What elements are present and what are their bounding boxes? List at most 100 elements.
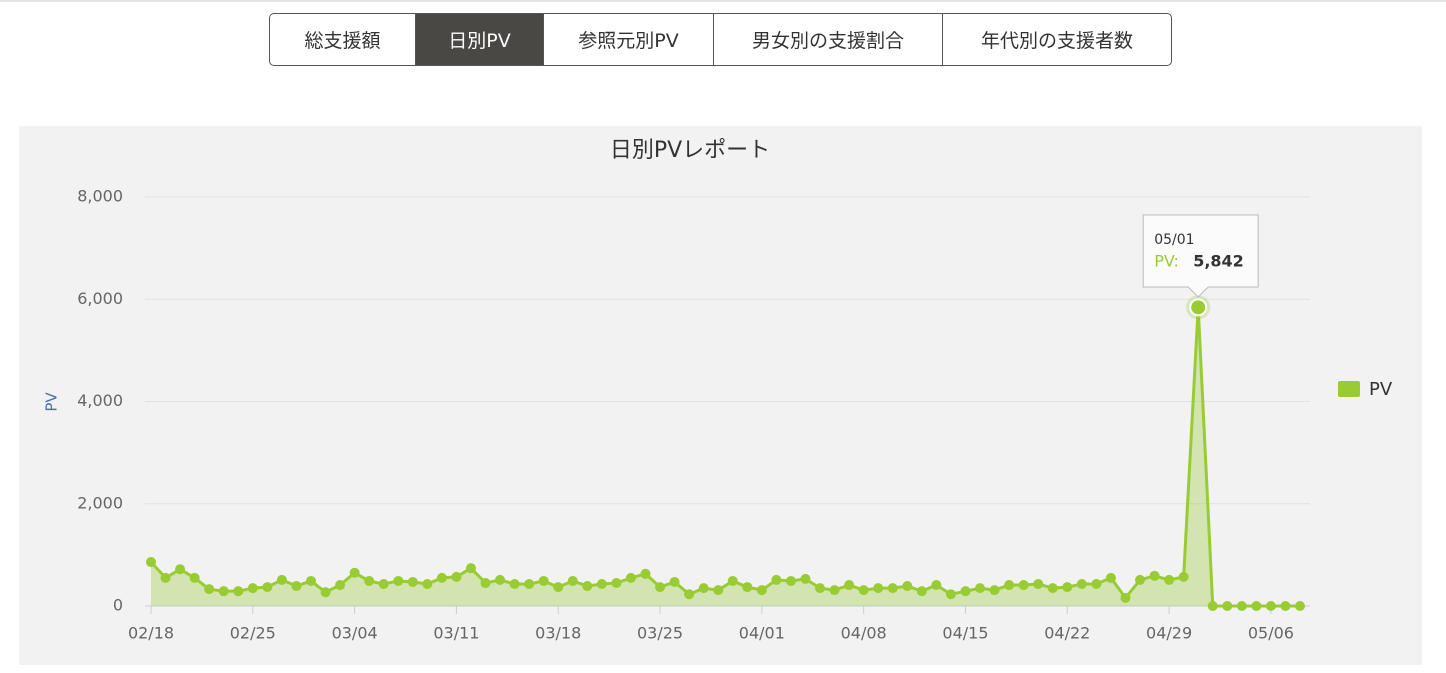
data-point: [1076, 579, 1087, 590]
tab[interactable]: 総支援額: [304, 30, 381, 52]
tooltip-value: 5,842: [1193, 252, 1244, 271]
data-point: [175, 564, 186, 575]
tab[interactable]: 日別PV: [415, 14, 543, 65]
x-tick-label: 05/06: [1248, 624, 1294, 643]
y-tick-label: 0: [113, 596, 123, 615]
tooltip-box: [1142, 214, 1259, 298]
data-point: [465, 563, 476, 574]
data-point: [844, 580, 855, 591]
data-point: [1295, 601, 1305, 611]
data-point: [596, 579, 607, 590]
data-point: [349, 567, 360, 578]
data-point: [771, 574, 782, 585]
data-point: [640, 568, 651, 579]
data-point: [567, 575, 578, 586]
data-point: [509, 579, 520, 590]
x-tick-label: 03/04: [332, 624, 378, 643]
data-point: [189, 572, 200, 583]
data-point: [553, 582, 564, 593]
data-point: [945, 589, 956, 600]
x-tick-label: 04/22: [1044, 624, 1090, 643]
data-point: [625, 572, 636, 583]
top-border: [0, 0, 1446, 2]
data-point: [276, 574, 287, 585]
data-point: [742, 582, 753, 593]
data-point: [669, 576, 680, 587]
data-point: [204, 584, 215, 595]
data-point: [727, 575, 738, 586]
data-point: [1135, 574, 1146, 585]
data-point: [1033, 579, 1044, 590]
tab[interactable]: 年代別の支援者数: [942, 14, 1171, 65]
data-point: [422, 579, 433, 590]
data-point: [800, 573, 811, 584]
legend-swatch[interactable]: [1338, 381, 1360, 397]
hover-point: [1189, 298, 1208, 317]
data-point: [480, 577, 491, 588]
data-point: [611, 577, 622, 588]
data-point: [538, 575, 549, 586]
data-point: [320, 587, 331, 598]
chart: 日別PVレポート PV 0 2,000 4,000 6,000 8,000 02/18 02…: [19, 126, 1422, 665]
data-point: [1251, 601, 1262, 611]
data-point: [524, 579, 535, 590]
data-point: [1062, 582, 1073, 593]
x-tick-label: 04/08: [841, 624, 887, 643]
data-point: [1149, 570, 1160, 581]
data-point: [1105, 572, 1116, 583]
x-tick-label: 02/18: [128, 624, 174, 643]
data-point: [262, 582, 273, 593]
data-point: [305, 575, 316, 586]
data-point: [1004, 580, 1015, 591]
data-point: [1047, 583, 1058, 594]
data-point: [1222, 601, 1233, 611]
x-tick-label: 04/15: [942, 624, 988, 643]
data-point: [1018, 580, 1029, 591]
data-point: [218, 586, 229, 597]
x-tick-label: 02/25: [230, 624, 276, 643]
data-point: [902, 581, 913, 592]
y-tick-label: 4,000: [77, 391, 123, 410]
data-point: [1178, 571, 1189, 582]
x-tick-label: 04/01: [739, 624, 785, 643]
data-point: [916, 586, 927, 597]
data-point: [1280, 601, 1291, 611]
tooltip-label: PV:: [1154, 252, 1179, 271]
data-point: [873, 583, 884, 594]
x-tick-label: 03/18: [535, 624, 581, 643]
legend-label[interactable]: PV: [1369, 379, 1393, 400]
tab[interactable]: 参照元別PV: [543, 14, 713, 65]
data-point: [364, 575, 375, 586]
y-tick-label: 8,000: [77, 187, 123, 206]
tab-bar: 総支援額 日別PV 参照元別PV 男女別の支援割合 年代別の支援者数: [269, 13, 1172, 66]
data-point: [160, 572, 171, 583]
data-point: [1091, 579, 1102, 590]
data-point: [989, 585, 1000, 596]
data-point: [858, 585, 869, 596]
data-point: [713, 585, 724, 596]
tab[interactable]: 男女別の支援割合: [713, 14, 942, 65]
y-axis-title: PV: [43, 392, 61, 412]
data-point: [1265, 601, 1276, 611]
tooltip-date: 05/01: [1154, 232, 1194, 248]
data-point: [698, 583, 709, 594]
data-point: [1120, 592, 1131, 603]
data-point: [146, 557, 156, 568]
data-point: [582, 581, 593, 592]
data-point: [785, 575, 796, 586]
data-point: [931, 580, 942, 591]
chart-title: 日別PVレポート: [610, 138, 770, 163]
data-point: [1164, 574, 1175, 585]
x-tick-label: 03/25: [637, 624, 683, 643]
data-point: [378, 579, 389, 590]
data-point: [335, 580, 346, 591]
data-point: [495, 574, 506, 585]
data-point: [1207, 601, 1218, 611]
data-point: [451, 571, 462, 582]
data-point: [684, 589, 695, 600]
data-point: [247, 583, 258, 594]
data-point: [407, 576, 418, 587]
tooltip: 05/01 PV: 5,842: [1142, 214, 1259, 298]
data-point: [655, 582, 666, 593]
